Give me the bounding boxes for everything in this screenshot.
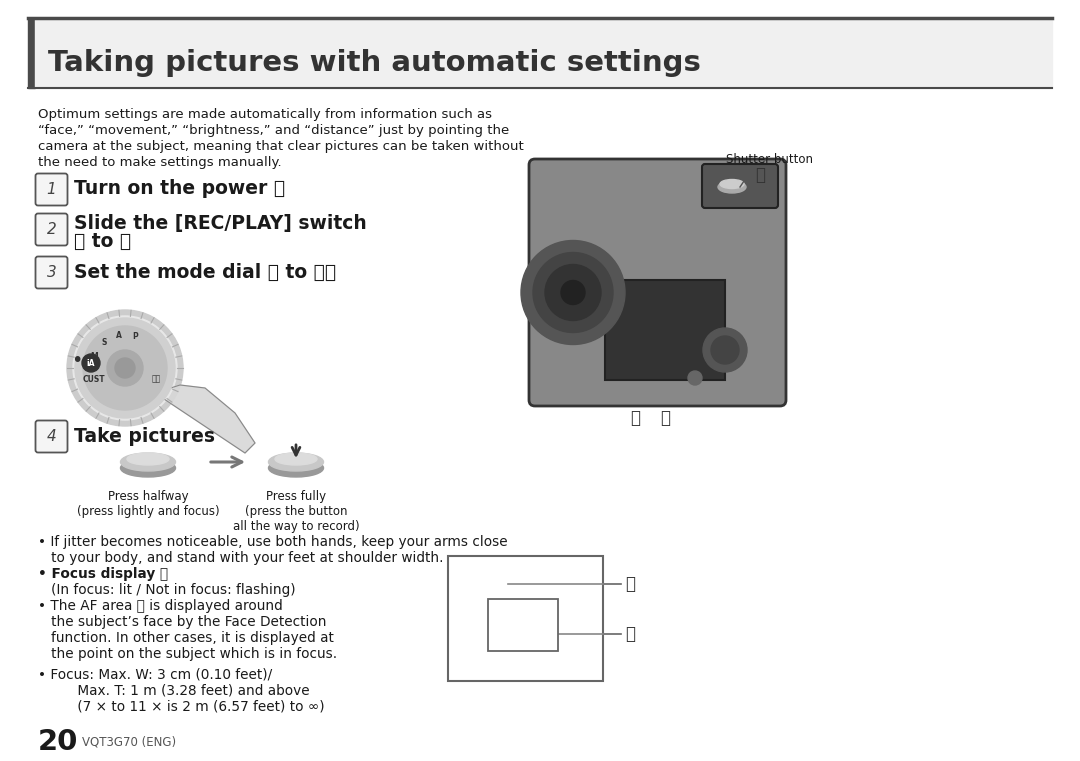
Ellipse shape: [269, 453, 324, 471]
Text: CUST: CUST: [83, 374, 106, 384]
Text: Press fully: Press fully: [266, 490, 326, 503]
Circle shape: [703, 328, 747, 372]
Text: the need to make settings manually.: the need to make settings manually.: [38, 156, 282, 169]
Text: ⓓ: ⓓ: [625, 575, 635, 593]
Circle shape: [711, 336, 739, 364]
Text: A: A: [117, 331, 122, 340]
Text: (In focus: lit / Not in focus: flashing): (In focus: lit / Not in focus: flashing): [38, 583, 296, 597]
Circle shape: [688, 371, 702, 385]
Text: Taking pictures with automatic settings: Taking pictures with automatic settings: [48, 49, 701, 77]
Circle shape: [73, 316, 177, 420]
Text: (press lightly and focus): (press lightly and focus): [77, 505, 219, 518]
Ellipse shape: [718, 181, 746, 193]
Text: the subject’s face by the Face Detection: the subject’s face by the Face Detection: [38, 615, 326, 629]
Ellipse shape: [121, 453, 175, 471]
Text: VQT3G70 (ENG): VQT3G70 (ENG): [82, 735, 176, 749]
Text: to your body, and stand with your feet at shoulder width.: to your body, and stand with your feet a…: [38, 551, 444, 565]
Text: Ⓑ: Ⓑ: [660, 409, 670, 427]
Text: 20: 20: [38, 728, 79, 756]
Text: 1: 1: [46, 182, 56, 197]
Circle shape: [67, 310, 183, 426]
FancyBboxPatch shape: [36, 174, 67, 205]
Text: Slide the [REC/PLAY] switch: Slide the [REC/PLAY] switch: [75, 214, 367, 233]
Ellipse shape: [720, 180, 744, 189]
Circle shape: [521, 240, 625, 345]
Ellipse shape: [121, 459, 175, 477]
FancyBboxPatch shape: [36, 214, 67, 246]
Text: P: P: [133, 332, 138, 341]
Text: Press halfway: Press halfway: [108, 490, 188, 503]
Circle shape: [82, 354, 100, 372]
Bar: [488, 599, 558, 651]
Text: all the way to record): all the way to record): [232, 520, 360, 533]
Text: Shutter button: Shutter button: [727, 153, 813, 166]
Text: • The AF area ⓔ is displayed around: • The AF area ⓔ is displayed around: [38, 599, 283, 613]
Text: camera at the subject, meaning that clear pictures can be taken without: camera at the subject, meaning that clea…: [38, 140, 524, 153]
Circle shape: [114, 358, 135, 378]
Circle shape: [534, 253, 613, 333]
Circle shape: [107, 350, 143, 386]
Polygon shape: [156, 385, 255, 453]
Text: Set the mode dial Ⓒ to ⒶⒶ: Set the mode dial Ⓒ to ⒶⒶ: [75, 263, 336, 282]
Circle shape: [545, 265, 600, 320]
Bar: [28, 18, 35, 88]
Text: M: M: [90, 352, 98, 361]
Text: (press the button: (press the button: [245, 505, 348, 518]
Text: 3: 3: [46, 265, 56, 280]
Text: Ⓑ to 📷: Ⓑ to 📷: [75, 231, 131, 250]
Ellipse shape: [269, 459, 324, 477]
Text: Ⓐ: Ⓐ: [755, 166, 765, 184]
Text: Ⓒ: Ⓒ: [630, 409, 640, 427]
Text: S: S: [102, 338, 107, 347]
Circle shape: [83, 326, 167, 410]
FancyBboxPatch shape: [529, 159, 786, 406]
Text: • Focus display ⓓ: • Focus display ⓓ: [38, 567, 168, 581]
Ellipse shape: [275, 453, 318, 465]
Bar: [448, 556, 603, 681]
Ellipse shape: [127, 453, 168, 465]
Text: •: •: [71, 351, 83, 370]
Text: “face,” “movement,” “brightness,” and “distance” just by pointing the: “face,” “movement,” “brightness,” and “d…: [38, 124, 510, 137]
Text: Turn on the power Ⓐ: Turn on the power Ⓐ: [75, 180, 285, 199]
Text: iA: iA: [86, 358, 95, 368]
FancyBboxPatch shape: [702, 164, 778, 208]
Text: Max. T: 1 m (3.28 feet) and above: Max. T: 1 m (3.28 feet) and above: [38, 683, 310, 697]
Text: 4: 4: [46, 429, 56, 444]
Text: • If jitter becomes noticeable, use both hands, keep your arms close: • If jitter becomes noticeable, use both…: [38, 535, 508, 549]
Text: Take pictures: Take pictures: [75, 426, 215, 445]
FancyBboxPatch shape: [36, 256, 67, 288]
Text: ⓔ: ⓔ: [625, 625, 635, 643]
Text: Optimum settings are made automatically from information such as: Optimum settings are made automatically …: [38, 108, 492, 121]
FancyBboxPatch shape: [36, 421, 67, 453]
Bar: [35, 18, 1052, 88]
Bar: [605, 280, 725, 380]
Text: • Focus: Max. W: 3 cm (0.10 feet)/: • Focus: Max. W: 3 cm (0.10 feet)/: [38, 667, 272, 681]
Circle shape: [561, 281, 585, 304]
Text: function. In other cases, it is displayed at: function. In other cases, it is displaye…: [38, 631, 334, 645]
Text: 2: 2: [46, 222, 56, 237]
Text: the point on the subject which is in focus.: the point on the subject which is in foc…: [38, 647, 337, 661]
Text: ⒶⒶ: ⒶⒶ: [151, 374, 161, 384]
Text: (7 × to 11 × is 2 m (6.57 feet) to ∞): (7 × to 11 × is 2 m (6.57 feet) to ∞): [38, 699, 325, 713]
Circle shape: [75, 318, 175, 418]
